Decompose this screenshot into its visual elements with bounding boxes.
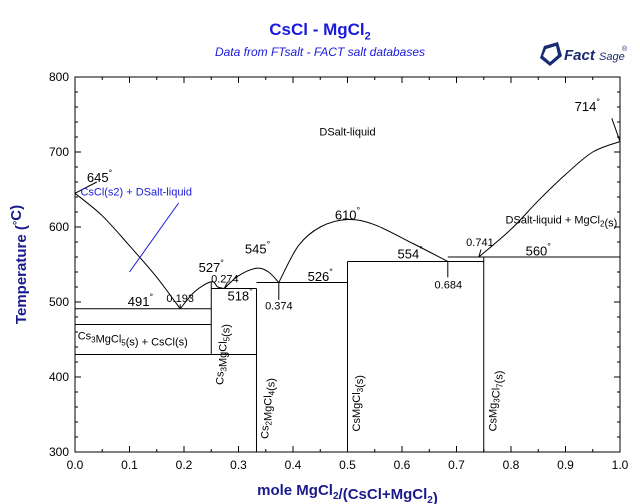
x-tick-label: 0.5 xyxy=(339,458,356,472)
logo-text-sub: Sage xyxy=(599,51,625,63)
liquidus-curve xyxy=(74,192,181,310)
y-tick-label: 400 xyxy=(49,370,69,384)
annotations: 645° 491° 527° 545° 518° 526° 610° 554° 560° 714°… xyxy=(78,97,618,439)
x-tick-label: 0.9 xyxy=(557,458,574,472)
y-tick-label: 300 xyxy=(49,445,69,459)
composition-label: 0.274 xyxy=(211,274,239,286)
region-label: CsCl(s2) + DSalt-liquid xyxy=(80,187,192,199)
y-tick-label: 700 xyxy=(49,145,69,159)
temperature-label: 526° xyxy=(308,267,334,284)
temperature-label: 518° xyxy=(227,287,253,304)
y-axis-label: Temperature (°C) xyxy=(8,205,30,324)
temperature-label: 645° xyxy=(87,168,113,185)
chart-title: CsCl - MgCl2 xyxy=(269,20,371,43)
region-label: DSalt-liquid + MgCl2(s) xyxy=(506,214,618,229)
x-axis-label: mole MgCl2/(CsCl+MgCl2) xyxy=(257,482,438,504)
x-tick-label: 0.8 xyxy=(503,458,520,472)
axes: 0.0 0.1 0.2 0.3 0.4 0.5 0.6 0.7 0.8 0.9 1.0 300 400 5… xyxy=(8,70,629,504)
temperature-label: 714° xyxy=(575,97,601,114)
x-tick-label: 0.6 xyxy=(394,458,411,472)
leader-line xyxy=(223,281,229,289)
region-label: DSalt-liquid xyxy=(319,127,375,139)
compound-label: CsMgCl3(s) xyxy=(351,375,366,431)
leader-line xyxy=(129,202,180,273)
chart-subtitle: Data from FTsalt - FACT salt databases xyxy=(214,45,426,59)
logo-trademark: ® xyxy=(622,45,628,53)
temperature-label: 491° xyxy=(128,292,154,309)
phase-boundaries xyxy=(74,118,621,452)
temperature-label: 527° xyxy=(199,258,225,275)
y-tick-label: 600 xyxy=(49,220,69,234)
x-tick-label: 0.1 xyxy=(121,458,138,472)
x-tick-label: 0.4 xyxy=(285,458,302,472)
compound-label: Cs3MgCl5(s) xyxy=(214,324,232,385)
factsage-logo-icon: Fact Sage ® xyxy=(540,42,628,66)
liquidus-curve xyxy=(478,141,621,258)
leader-line xyxy=(478,249,482,258)
temperature-label: 554° xyxy=(398,245,424,262)
x-tick-label: 0.2 xyxy=(176,458,193,472)
logo-text-main: Fact xyxy=(564,47,596,64)
liquidus-curve xyxy=(278,218,449,283)
composition-label: 0.193 xyxy=(166,293,194,305)
region-label: Cs3MgCl5(s) + CsCl(s) xyxy=(78,331,188,349)
compound-label: CsMg3Cl7(s) xyxy=(487,371,505,432)
y-tick-label: 800 xyxy=(49,70,69,84)
y-tick-label: 500 xyxy=(49,295,69,309)
x-tick-label: 0.7 xyxy=(448,458,465,472)
liquidus-curve xyxy=(223,267,280,289)
x-tick-label: 1.0 xyxy=(612,458,629,472)
temperature-label: 560° xyxy=(526,242,552,259)
composition-label: 0.741 xyxy=(466,237,494,249)
temperature-label: 610° xyxy=(335,206,361,223)
composition-label: 0.684 xyxy=(435,280,463,292)
leader-line xyxy=(74,181,98,194)
x-tick-label: 0.0 xyxy=(67,458,84,472)
temperature-label: 545° xyxy=(245,239,271,256)
compound-label: Cs2MgCl4(s) xyxy=(260,378,278,439)
composition-label: 0.374 xyxy=(265,301,293,313)
leader-line xyxy=(611,118,621,142)
x-tick-label: 0.3 xyxy=(230,458,247,472)
